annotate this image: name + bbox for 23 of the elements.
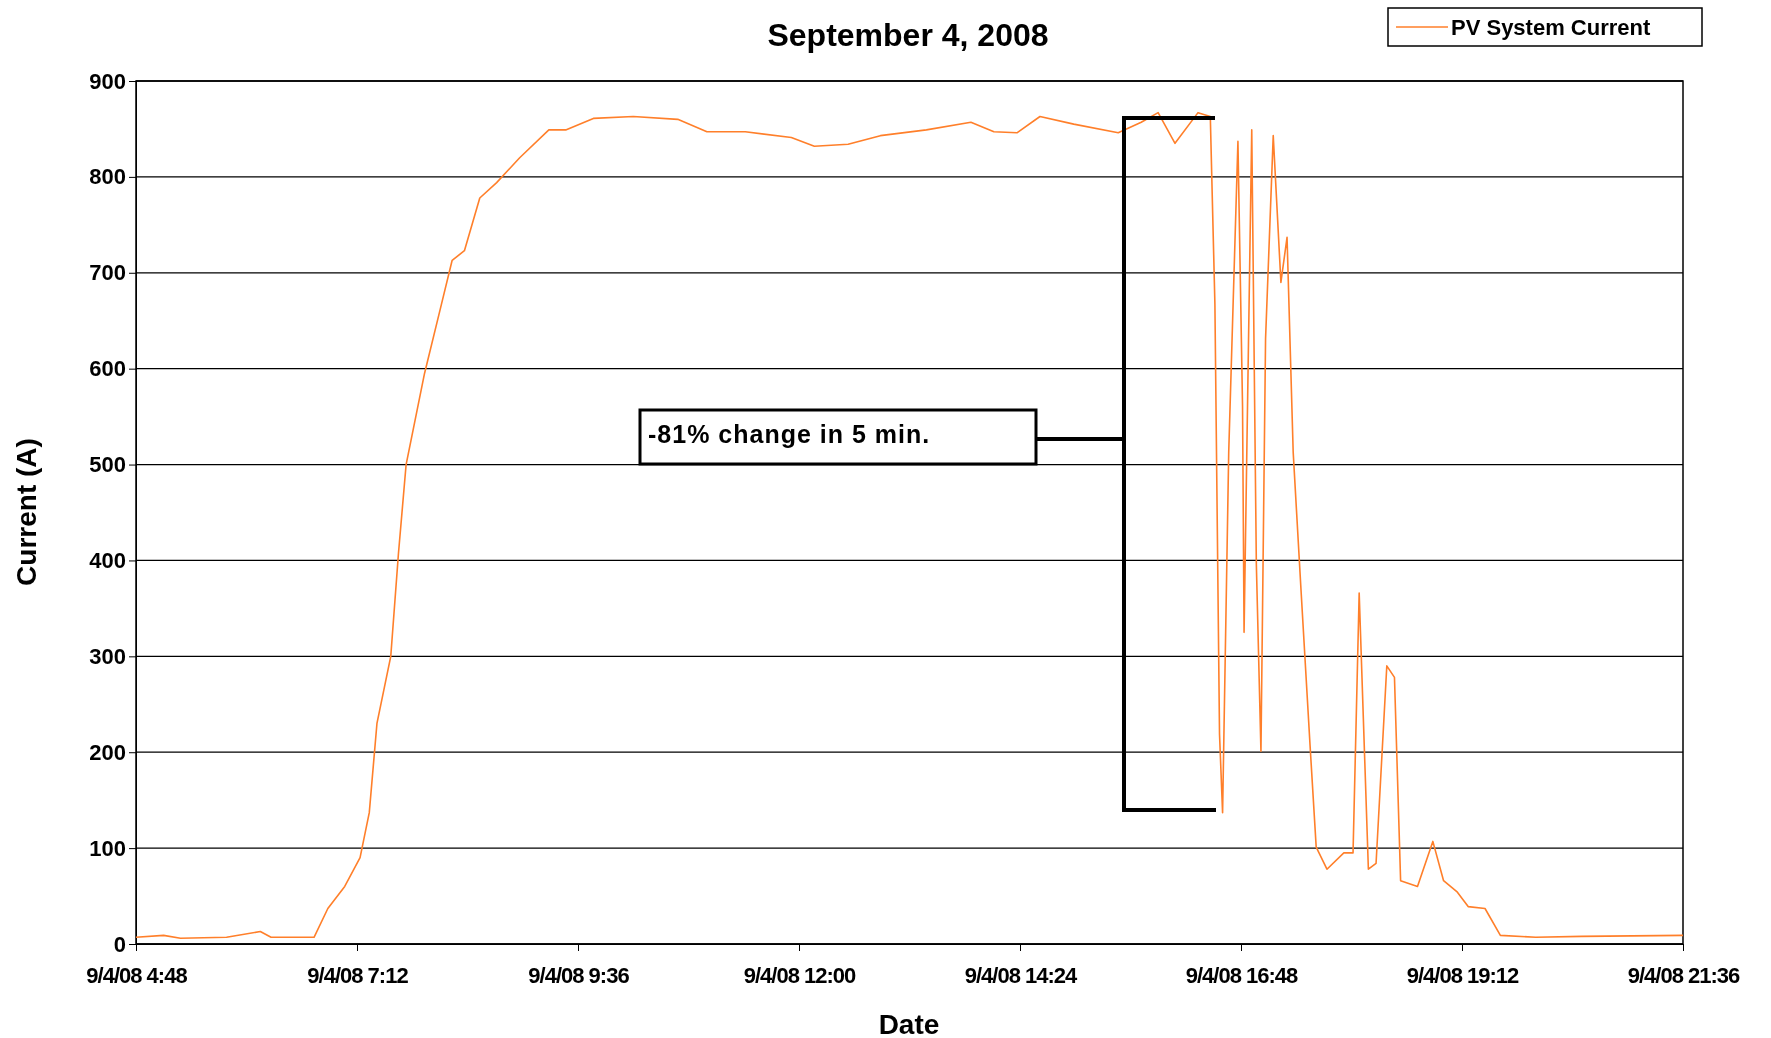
x-tick-label: 9/4/08 21:36 [1627, 962, 1741, 988]
y-tick-label: 800 [89, 164, 126, 190]
x-tick-label: 9/4/08 14:24 [964, 962, 1079, 988]
x-tick-label: 9/4/08 7:12 [307, 962, 409, 988]
y-tick-label: 600 [89, 356, 126, 382]
x-tick-label: 9/4/08 16:48 [1185, 962, 1299, 988]
y-tick-label: 300 [89, 643, 126, 669]
x-tick-label: 9/4/08 4:48 [86, 962, 188, 988]
x-axis-title: Date [878, 1009, 940, 1038]
y-tick-label: 400 [89, 547, 126, 573]
y-tick-label: 100 [89, 835, 126, 861]
y-axis-title: Current (A) [11, 438, 42, 586]
y-tick-label: 700 [89, 260, 126, 286]
chart-title: September 4, 2008 [767, 17, 1049, 53]
legend-label: PV System Current [1451, 15, 1651, 40]
y-tick-label: 500 [89, 452, 126, 478]
y-tick-label: 0 [113, 931, 126, 957]
y-tick-label: 200 [89, 739, 126, 765]
y-tick-label: 900 [89, 68, 126, 94]
x-tick-label: 9/4/08 9:36 [528, 962, 630, 988]
x-tick-label: 9/4/08 12:00 [743, 962, 857, 988]
x-tick-label: 9/4/08 19:12 [1406, 962, 1520, 988]
annotation: -81% change in 5 min. [648, 420, 931, 448]
